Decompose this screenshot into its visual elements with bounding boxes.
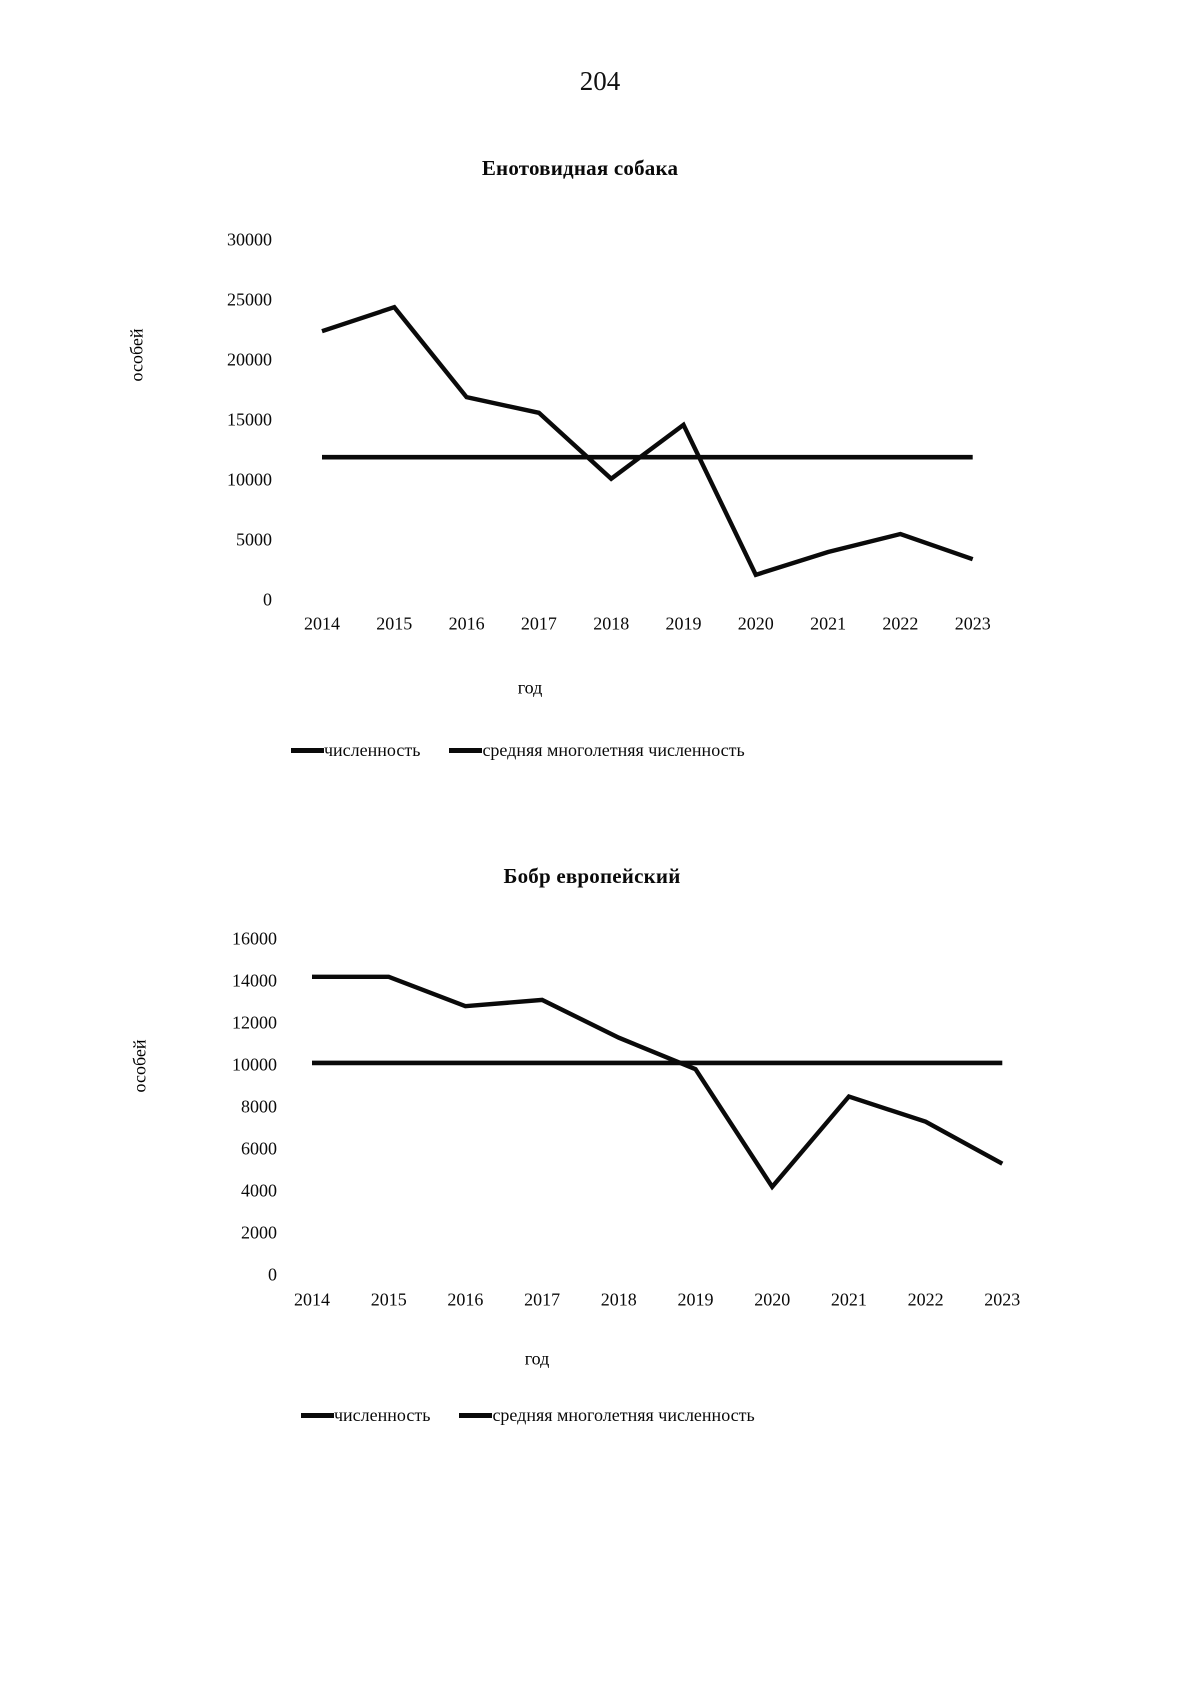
chart-title: Бобр европейский [503, 864, 681, 889]
y-tick-label: 30000 [227, 229, 272, 250]
line-marker-icon [449, 748, 483, 753]
legend-label: средняя многолетняя численность [482, 740, 745, 760]
x-tick-label: 2015 [370, 1289, 407, 1310]
x-tick-label: 2017 [520, 613, 557, 634]
line-marker-icon [291, 748, 324, 753]
x-tick-label: 2019 [665, 613, 702, 634]
x-tick-label: 2020 [754, 1289, 791, 1310]
x-tick-label: 2014 [304, 613, 340, 634]
x-tick-label: 2022 [882, 613, 919, 634]
x-tick-label: 2023 [984, 1289, 1021, 1310]
x-tick-label: 2018 [593, 613, 630, 634]
y-tick-label: 2000 [241, 1222, 277, 1243]
y-tick-label: 16000 [232, 928, 277, 949]
y-tick-label: 25000 [227, 289, 272, 310]
chart-legend: численность средняя многолетняя численно… [301, 1405, 755, 1426]
x-tick-label: 2021 [810, 613, 847, 634]
legend-item-average: средняя многолетняя численность [449, 740, 745, 761]
y-tick-label: 4000 [241, 1180, 277, 1201]
x-tick-label: 2016 [448, 613, 485, 634]
legend-item-average: средняя многолетняя численность [459, 1405, 755, 1426]
population-line [312, 974, 1004, 1191]
chart-legend: численность средняя многолетняя численно… [291, 740, 745, 761]
legend-item-series: численность [301, 1405, 430, 1426]
x-tick-label: 2022 [907, 1289, 944, 1310]
x-tick-label: 2018 [600, 1289, 637, 1310]
chart-title: Енотовидная собака [481, 156, 679, 181]
legend-label: средняя многолетняя численность [492, 1405, 755, 1425]
line-marker-icon [301, 1413, 334, 1418]
y-tick-label: 6000 [241, 1138, 277, 1159]
y-tick-label: 20000 [227, 349, 272, 370]
y-tick-label: 5000 [236, 529, 272, 550]
x-tick-label: 2017 [524, 1289, 561, 1310]
y-tick-label: 10000 [232, 1054, 277, 1075]
y-axis-title: особей [129, 1039, 150, 1093]
legend-item-series: численность [291, 740, 420, 761]
x-tick-label: 2020 [737, 613, 774, 634]
y-tick-label: 0 [268, 1264, 277, 1285]
y-tick-label: 8000 [241, 1096, 277, 1117]
x-tick-label: 2019 [677, 1289, 714, 1310]
x-tick-label: 2014 [294, 1289, 330, 1310]
y-tick-label: 10000 [227, 469, 272, 490]
legend-label: численность [334, 1405, 431, 1425]
page-number: 204 [579, 66, 621, 96]
y-tick-label: 14000 [232, 970, 277, 991]
y-tick-label: 12000 [232, 1012, 277, 1033]
x-axis-title: год [517, 677, 543, 698]
x-tick-label: 2015 [376, 613, 413, 634]
legend-label: численность [324, 740, 421, 760]
x-tick-label: 2023 [954, 613, 991, 634]
x-axis-title: год [524, 1348, 550, 1369]
x-tick-label: 2016 [447, 1289, 484, 1310]
x-tick-label: 2021 [830, 1289, 867, 1310]
y-tick-label: 15000 [227, 409, 272, 430]
y-tick-label: 0 [263, 589, 272, 610]
line-marker-icon [459, 1413, 493, 1418]
